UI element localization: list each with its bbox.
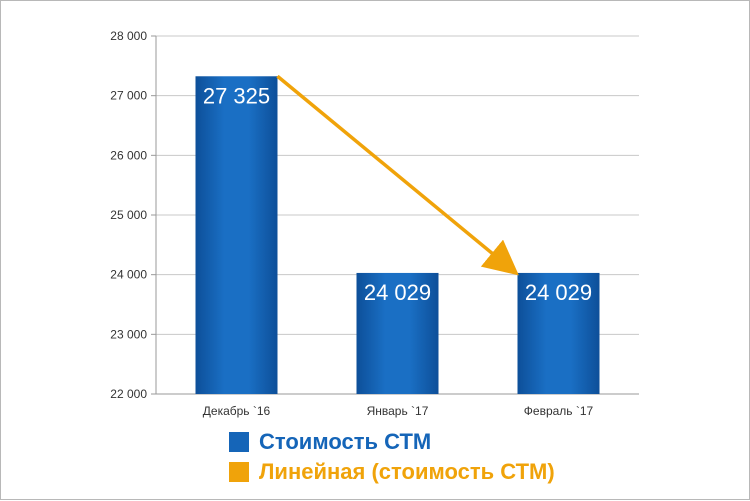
chart-legend: Стоимость СТМ Линейная (стоимость СТМ) <box>229 427 555 487</box>
legend-item-trendline: Линейная (стоимость СТМ) <box>229 457 555 487</box>
y-tick-label: 28 000 <box>110 29 147 43</box>
legend-swatch-blue <box>229 432 249 452</box>
y-tick-label: 25 000 <box>110 208 147 222</box>
y-tick-label: 24 000 <box>110 268 147 282</box>
y-tick-label: 23 000 <box>110 327 147 341</box>
y-tick-label: 22 000 <box>110 387 147 401</box>
bar <box>195 76 278 395</box>
y-tick-label: 27 000 <box>110 89 147 103</box>
x-category-label: Февраль `17 <box>524 404 594 418</box>
x-category-label: Январь `17 <box>367 404 429 418</box>
bar-value-label: 27 325 <box>203 83 270 108</box>
legend-item-series: Стоимость СТМ <box>229 427 555 457</box>
legend-swatch-orange <box>229 462 249 482</box>
bar-value-label: 24 029 <box>525 280 592 305</box>
bar <box>517 272 600 394</box>
x-category-label: Декабрь `16 <box>203 404 271 418</box>
y-tick-label: 26 000 <box>110 148 147 162</box>
legend-label-trendline: Линейная (стоимость СТМ) <box>259 459 555 484</box>
legend-label-series: Стоимость СТМ <box>259 429 432 454</box>
bar-value-label: 24 029 <box>364 280 431 305</box>
trendline-arrow <box>276 74 519 276</box>
bar <box>356 272 439 394</box>
